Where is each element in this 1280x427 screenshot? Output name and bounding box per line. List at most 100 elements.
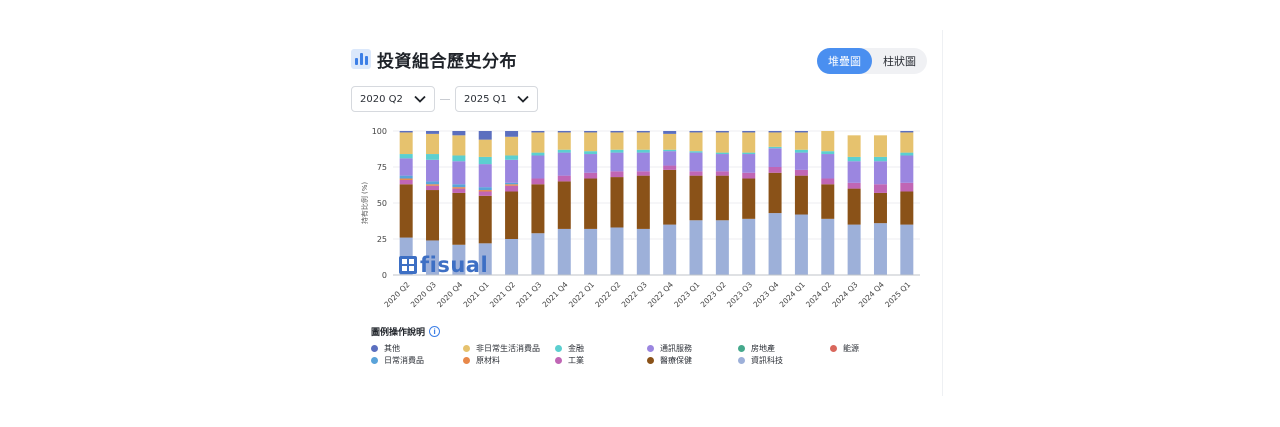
bar-segment[interactable]	[531, 152, 545, 156]
bar-segment[interactable]	[557, 149, 571, 153]
bar-segment[interactable]	[426, 154, 440, 160]
bar-segment[interactable]	[399, 179, 413, 185]
bar-segment[interactable]	[452, 131, 466, 136]
bar-segment[interactable]	[610, 131, 624, 133]
bar-segment[interactable]	[531, 184, 545, 234]
bar-segment[interactable]	[794, 132, 808, 150]
bar-segment[interactable]	[742, 178, 756, 219]
bar-segment[interactable]	[768, 148, 782, 167]
bar-segment[interactable]	[610, 149, 624, 153]
bar-segment[interactable]	[452, 187, 466, 189]
bar-segment[interactable]	[557, 228, 571, 275]
bar-segment[interactable]	[821, 131, 835, 152]
bar-chart-button[interactable]: 柱狀圖	[883, 55, 916, 68]
bar-segment[interactable]	[689, 151, 703, 153]
bar-segment[interactable]	[426, 185, 440, 191]
bar-segment[interactable]	[399, 154, 413, 159]
bar-segment[interactable]	[847, 224, 861, 275]
bar-segment[interactable]	[663, 151, 677, 166]
bar-segment[interactable]	[636, 228, 650, 275]
bar-segment[interactable]	[636, 131, 650, 133]
bar-segment[interactable]	[399, 132, 413, 155]
bar-segment[interactable]	[689, 220, 703, 275]
bar-segment[interactable]	[584, 228, 598, 275]
bar-segment[interactable]	[768, 172, 782, 214]
bar-segment[interactable]	[900, 182, 914, 192]
bar-segment[interactable]	[847, 182, 861, 189]
bar-segment[interactable]	[557, 175, 571, 182]
bar-segment[interactable]	[478, 191, 492, 196]
bar-segment[interactable]	[873, 223, 887, 275]
bar-segment[interactable]	[478, 190, 492, 192]
bar-segment[interactable]	[505, 184, 519, 186]
bar-segment[interactable]	[873, 156, 887, 162]
bar-segment[interactable]	[715, 154, 729, 172]
bar-segment[interactable]	[557, 152, 571, 176]
bar-segment[interactable]	[426, 131, 440, 134]
bar-segment[interactable]	[715, 132, 729, 153]
bar-segment[interactable]	[452, 244, 466, 275]
bar-segment[interactable]	[557, 132, 571, 150]
bar-segment[interactable]	[636, 171, 650, 176]
bar-segment[interactable]	[821, 154, 835, 179]
bar-segment[interactable]	[557, 131, 571, 133]
legend-item[interactable]: 金融	[555, 343, 584, 353]
bar-segment[interactable]	[900, 132, 914, 153]
bar-segment[interactable]	[873, 135, 887, 157]
bar-segment[interactable]	[426, 190, 440, 241]
bar-segment[interactable]	[873, 184, 887, 193]
bar-segment[interactable]	[715, 175, 729, 221]
bar-segment[interactable]	[452, 155, 466, 162]
bar-segment[interactable]	[900, 191, 914, 225]
bar-segment[interactable]	[399, 184, 413, 238]
bar-segment[interactable]	[794, 152, 808, 170]
stacked-chart-button[interactable]: 堆疊圖	[817, 48, 872, 74]
bar-segment[interactable]	[505, 155, 519, 160]
bar-segment[interactable]	[689, 175, 703, 221]
bar-segment[interactable]	[742, 154, 756, 173]
bar-segment[interactable]	[742, 172, 756, 179]
bar-segment[interactable]	[452, 161, 466, 185]
bar-segment[interactable]	[531, 178, 545, 185]
bar-segment[interactable]	[900, 152, 914, 156]
bar-segment[interactable]	[426, 184, 440, 186]
bar-segment[interactable]	[794, 169, 808, 176]
bar-segment[interactable]	[584, 151, 598, 155]
bar-segment[interactable]	[478, 156, 492, 165]
bar-segment[interactable]	[505, 185, 519, 192]
bar-segment[interactable]	[873, 161, 887, 185]
bar-segment[interactable]	[873, 192, 887, 224]
bar-segment[interactable]	[742, 131, 756, 133]
bar-segment[interactable]	[610, 132, 624, 150]
bar-segment[interactable]	[900, 131, 914, 133]
bar-segment[interactable]	[768, 146, 782, 149]
bar-segment[interactable]	[663, 165, 677, 170]
bar-segment[interactable]	[584, 178, 598, 229]
bar-segment[interactable]	[610, 152, 624, 172]
bar-segment[interactable]	[689, 171, 703, 176]
bar-segment[interactable]	[663, 131, 677, 134]
bar-segment[interactable]	[768, 167, 782, 173]
bar-segment[interactable]	[505, 159, 519, 183]
legend-item[interactable]: 非日常生活消費品	[463, 343, 540, 353]
bar-segment[interactable]	[742, 218, 756, 275]
bar-segment[interactable]	[636, 149, 650, 153]
bar-segment[interactable]	[847, 188, 861, 225]
bar-segment[interactable]	[689, 152, 703, 172]
bar-segment[interactable]	[821, 178, 835, 185]
bar-segment[interactable]	[452, 184, 466, 188]
bar-segment[interactable]	[478, 139, 492, 157]
bar-segment[interactable]	[768, 131, 782, 133]
bar-segment[interactable]	[636, 132, 650, 150]
bar-segment[interactable]	[452, 188, 466, 193]
bar-segment[interactable]	[715, 152, 729, 155]
bar-segment[interactable]	[478, 195, 492, 244]
legend-item[interactable]: 能源	[830, 343, 859, 353]
bar-segment[interactable]	[531, 132, 545, 153]
bar-segment[interactable]	[584, 154, 598, 173]
bar-segment[interactable]	[584, 132, 598, 152]
bar-segment[interactable]	[478, 131, 492, 140]
bar-segment[interactable]	[557, 181, 571, 229]
bar-segment[interactable]	[426, 133, 440, 155]
bar-segment[interactable]	[663, 133, 677, 150]
